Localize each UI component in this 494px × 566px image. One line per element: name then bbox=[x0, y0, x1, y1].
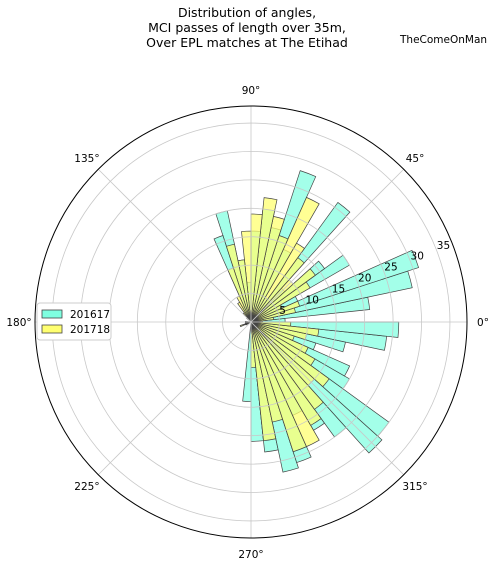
bar-201617-264deg bbox=[242, 321, 252, 402]
angular-gridline-135 bbox=[97, 168, 252, 323]
bar-201718-348deg bbox=[250, 321, 320, 337]
bar-201718-294deg bbox=[250, 321, 320, 448]
bar-201718-78deg bbox=[250, 197, 278, 323]
legend: 201617 201718 bbox=[36, 302, 112, 341]
angular-gridline-45 bbox=[250, 168, 405, 323]
radial-tick-label-5: 5 bbox=[279, 305, 286, 317]
radial-tick-label-20: 20 bbox=[358, 272, 371, 284]
ticks-layer: 0° 45° 90° 135° 180° 225° 270° 315° 5 10 15 20 25 30 3… bbox=[6, 85, 489, 561]
legend-label-201718: 201718 bbox=[70, 324, 110, 336]
angle-tick-label-315: 315° bbox=[402, 481, 427, 493]
bar-201718-300deg bbox=[250, 321, 322, 426]
angle-tick-label-180: 180° bbox=[6, 317, 31, 329]
chart-title: Distribution of angles, MCI passes of le… bbox=[146, 5, 348, 50]
angle-tick-label-135: 135° bbox=[74, 153, 99, 165]
angle-tick-label-225: 225° bbox=[74, 481, 99, 493]
title-line-1: Distribution of angles, bbox=[178, 5, 316, 20]
bar-201718-60deg bbox=[250, 196, 320, 323]
credit-label: TheComeOnMan bbox=[399, 34, 487, 46]
angle-tick-label-0: 0° bbox=[477, 317, 489, 329]
legend-swatch-201617 bbox=[41, 309, 63, 319]
angle-tick-label-45: 45° bbox=[406, 153, 425, 165]
series-201617 bbox=[213, 170, 420, 473]
angle-tick-label-90: 90° bbox=[242, 85, 261, 97]
radial-tick-label-15: 15 bbox=[332, 283, 345, 295]
bar-201718-324deg bbox=[250, 321, 316, 366]
radial-tick-label-30: 30 bbox=[411, 251, 424, 263]
radial-tick-label-25: 25 bbox=[384, 262, 397, 274]
angular-gridline-225 bbox=[97, 321, 252, 476]
radial-tick-label-35: 35 bbox=[437, 240, 450, 252]
legend-swatch-201718 bbox=[41, 324, 63, 334]
bar-201718-318deg bbox=[250, 321, 330, 388]
bar-201718-204deg bbox=[245, 321, 252, 326]
bar-201718-36deg bbox=[250, 268, 316, 323]
title-line-2: MCI passes of length over 35m, bbox=[148, 20, 346, 35]
polar-frame bbox=[34, 105, 468, 539]
bar-201718-330deg bbox=[250, 321, 309, 354]
angle-tick-label-270: 270° bbox=[238, 549, 263, 561]
legend-label-201617: 201617 bbox=[70, 309, 110, 321]
angular-gridline-315 bbox=[250, 321, 405, 476]
radial-tick-label-10: 10 bbox=[306, 294, 319, 306]
bars-layer bbox=[213, 170, 420, 473]
title-line-3: Over EPL matches at The Etihad bbox=[146, 35, 348, 50]
